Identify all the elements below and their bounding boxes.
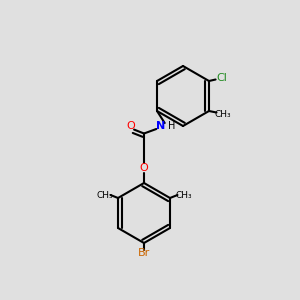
Text: Br: Br [138, 248, 150, 259]
Text: CH₃: CH₃ [96, 190, 113, 200]
Text: O: O [126, 121, 135, 131]
Text: CH₃: CH₃ [214, 110, 231, 118]
Text: CH₃: CH₃ [175, 190, 192, 200]
Text: Cl: Cl [216, 73, 227, 83]
Text: O: O [140, 163, 148, 173]
Text: N: N [156, 121, 165, 131]
Text: H: H [168, 121, 175, 131]
